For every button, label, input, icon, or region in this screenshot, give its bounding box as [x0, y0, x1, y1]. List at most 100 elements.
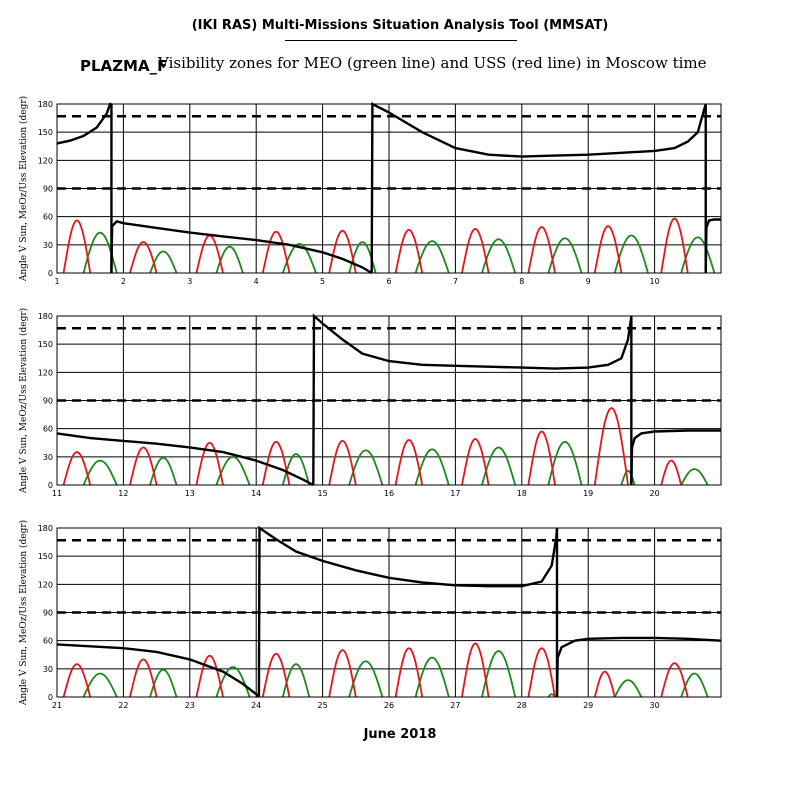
uss-pass: [129, 658, 158, 698]
uss-pass: [328, 649, 357, 698]
meo-pass: [547, 440, 583, 486]
uss-pass: [62, 663, 92, 698]
uss-pass: [328, 229, 357, 274]
uss-pass: [394, 438, 424, 486]
meo-pass: [613, 234, 649, 274]
y-axis-label: Angle V Sun, MeOz/Uss Elevation (degr): [18, 96, 29, 282]
meo-pass: [215, 455, 251, 486]
y-tick-label: 0: [48, 481, 53, 490]
y-tick-label: 180: [38, 100, 53, 109]
x-tick-label: 20: [650, 489, 660, 498]
meo-pass: [281, 242, 317, 274]
meo-pass: [82, 459, 118, 486]
meo-pass: [414, 448, 450, 486]
x-tick-label: 16: [384, 489, 394, 498]
y-tick-label: 90: [43, 397, 53, 406]
uss-pass: [195, 654, 224, 698]
x-tick-label: 11: [52, 489, 62, 498]
uss-pass: [527, 226, 556, 274]
x-tick-label: 23: [185, 701, 195, 710]
y-axis-label: Angle V Sun, MeOz/Uss Elevation (degr): [18, 520, 29, 706]
chart-subtitle: Visibility zones for MEO (green line) an…: [158, 54, 707, 72]
y-tick-label: 150: [38, 340, 53, 349]
meo-pass: [680, 236, 716, 274]
x-tick-label: 9: [586, 277, 591, 286]
meo-pass: [414, 240, 450, 274]
meo-pass: [82, 672, 118, 698]
x-tick-label: 6: [386, 277, 391, 286]
uss-pass: [461, 227, 490, 274]
uss-pass: [660, 459, 683, 486]
x-tick-label: 25: [318, 701, 328, 710]
uss-pass: [62, 451, 92, 486]
uss-pass: [660, 662, 689, 698]
uss-pass: [461, 438, 490, 486]
meo-pass: [414, 656, 450, 698]
x-tick-label: 13: [185, 489, 195, 498]
station-label: PLAZMA_F: [80, 57, 168, 75]
x-tick-label: 2: [121, 277, 126, 286]
meo-pass: [215, 666, 251, 698]
x-tick-label: 18: [517, 489, 527, 498]
title-underline: [285, 40, 517, 41]
y-tick-label: 30: [43, 241, 53, 250]
y-axis-label: Angle V Sun, MeOz/Uss Elevation (degr): [18, 308, 29, 494]
meo-pass: [547, 237, 583, 274]
x-tick-label: 12: [118, 489, 128, 498]
x-tick-label: 15: [318, 489, 328, 498]
meo-pass: [348, 449, 384, 486]
x-tick-label: 27: [450, 701, 460, 710]
y-tick-label: 150: [38, 552, 53, 561]
y-tick-label: 0: [48, 693, 53, 702]
x-tick-label: 4: [254, 277, 259, 286]
x-tick-label: 21: [52, 701, 62, 710]
angle-curve: [56, 102, 112, 145]
chart-title: (IKI RAS) Multi-Missions Situation Analy…: [191, 18, 609, 33]
uss-pass: [261, 230, 291, 274]
uss-pass: [593, 670, 616, 698]
meo-pass: [680, 468, 709, 486]
uss-pass: [394, 228, 424, 274]
month-label: June 2018: [363, 727, 437, 742]
y-tick-label: 180: [38, 524, 53, 533]
x-tick-label: 22: [118, 701, 128, 710]
y-tick-label: 90: [43, 609, 53, 618]
y-tick-label: 60: [43, 637, 53, 646]
y-tick-label: 60: [43, 425, 53, 434]
meo-pass: [348, 660, 384, 698]
uss-pass: [461, 642, 490, 698]
x-tick-label: 30: [650, 701, 660, 710]
x-tick-label: 19: [583, 489, 593, 498]
x-tick-label: 8: [519, 277, 524, 286]
y-tick-label: 180: [38, 312, 53, 321]
uss-pass: [195, 441, 224, 486]
angle-curve: [56, 432, 314, 487]
x-tick-label: 5: [320, 277, 325, 286]
y-tick-label: 120: [38, 156, 53, 165]
x-tick-label: 3: [187, 277, 192, 286]
angle-curve: [56, 643, 260, 698]
uss-pass: [62, 219, 92, 274]
meo-pass: [481, 446, 517, 486]
y-tick-label: 90: [43, 185, 53, 194]
uss-pass: [593, 406, 629, 486]
meo-pass: [481, 238, 517, 274]
y-tick-label: 30: [43, 453, 53, 462]
uss-pass: [129, 446, 158, 486]
uss-pass: [660, 217, 689, 274]
angle-curve: [555, 636, 722, 698]
meo-pass: [281, 663, 311, 698]
x-tick-label: 10: [650, 277, 660, 286]
x-tick-label: 24: [251, 701, 261, 710]
uss-pass: [129, 241, 158, 274]
x-tick-label: 26: [384, 701, 394, 710]
angle-curve: [370, 102, 707, 274]
x-tick-label: 14: [251, 489, 261, 498]
uss-pass: [394, 647, 424, 698]
y-tick-label: 60: [43, 213, 53, 222]
angle-curve: [704, 218, 721, 274]
angle-curve: [110, 220, 373, 275]
y-tick-label: 150: [38, 128, 53, 137]
uss-pass: [527, 647, 556, 698]
uss-pass: [328, 439, 357, 486]
